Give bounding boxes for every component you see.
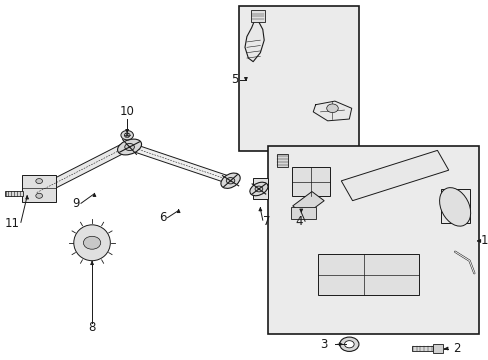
Text: 1: 1 [480, 234, 487, 247]
Bar [22, 175, 56, 202]
Bar [291, 167, 329, 196]
Bar [440, 189, 468, 223]
Text: 3: 3 [320, 338, 327, 351]
Ellipse shape [121, 131, 133, 140]
Ellipse shape [74, 225, 110, 261]
Bar [253, 178, 267, 199]
Ellipse shape [124, 133, 130, 137]
Ellipse shape [339, 337, 358, 351]
Text: 4: 4 [295, 215, 302, 228]
Ellipse shape [36, 193, 42, 198]
Ellipse shape [344, 341, 353, 348]
Polygon shape [341, 150, 448, 201]
Ellipse shape [249, 182, 267, 196]
Bar [290, 207, 315, 220]
Bar [317, 253, 418, 295]
Text: 10: 10 [120, 105, 134, 118]
Bar [4, 191, 23, 196]
Text: 6: 6 [159, 211, 166, 224]
Bar [411, 346, 432, 351]
Text: 5: 5 [231, 73, 238, 86]
Bar [267, 146, 478, 334]
Polygon shape [313, 101, 351, 121]
Text: 9: 9 [72, 197, 80, 210]
Text: 8: 8 [88, 321, 96, 334]
Ellipse shape [117, 139, 142, 155]
Polygon shape [292, 192, 324, 215]
Bar [238, 6, 358, 151]
Ellipse shape [326, 104, 338, 113]
Ellipse shape [124, 143, 134, 150]
Text: 2: 2 [452, 342, 459, 355]
Ellipse shape [83, 236, 101, 249]
Text: 11: 11 [5, 216, 20, 230]
Polygon shape [126, 143, 231, 183]
Ellipse shape [36, 179, 42, 184]
Polygon shape [244, 17, 264, 62]
Bar [250, 10, 264, 22]
Ellipse shape [439, 188, 469, 226]
Bar [277, 154, 287, 167]
Ellipse shape [226, 177, 234, 184]
Text: 7: 7 [262, 215, 270, 228]
Ellipse shape [255, 186, 262, 192]
Bar [431, 344, 442, 353]
Ellipse shape [221, 173, 240, 188]
Polygon shape [34, 143, 131, 196]
